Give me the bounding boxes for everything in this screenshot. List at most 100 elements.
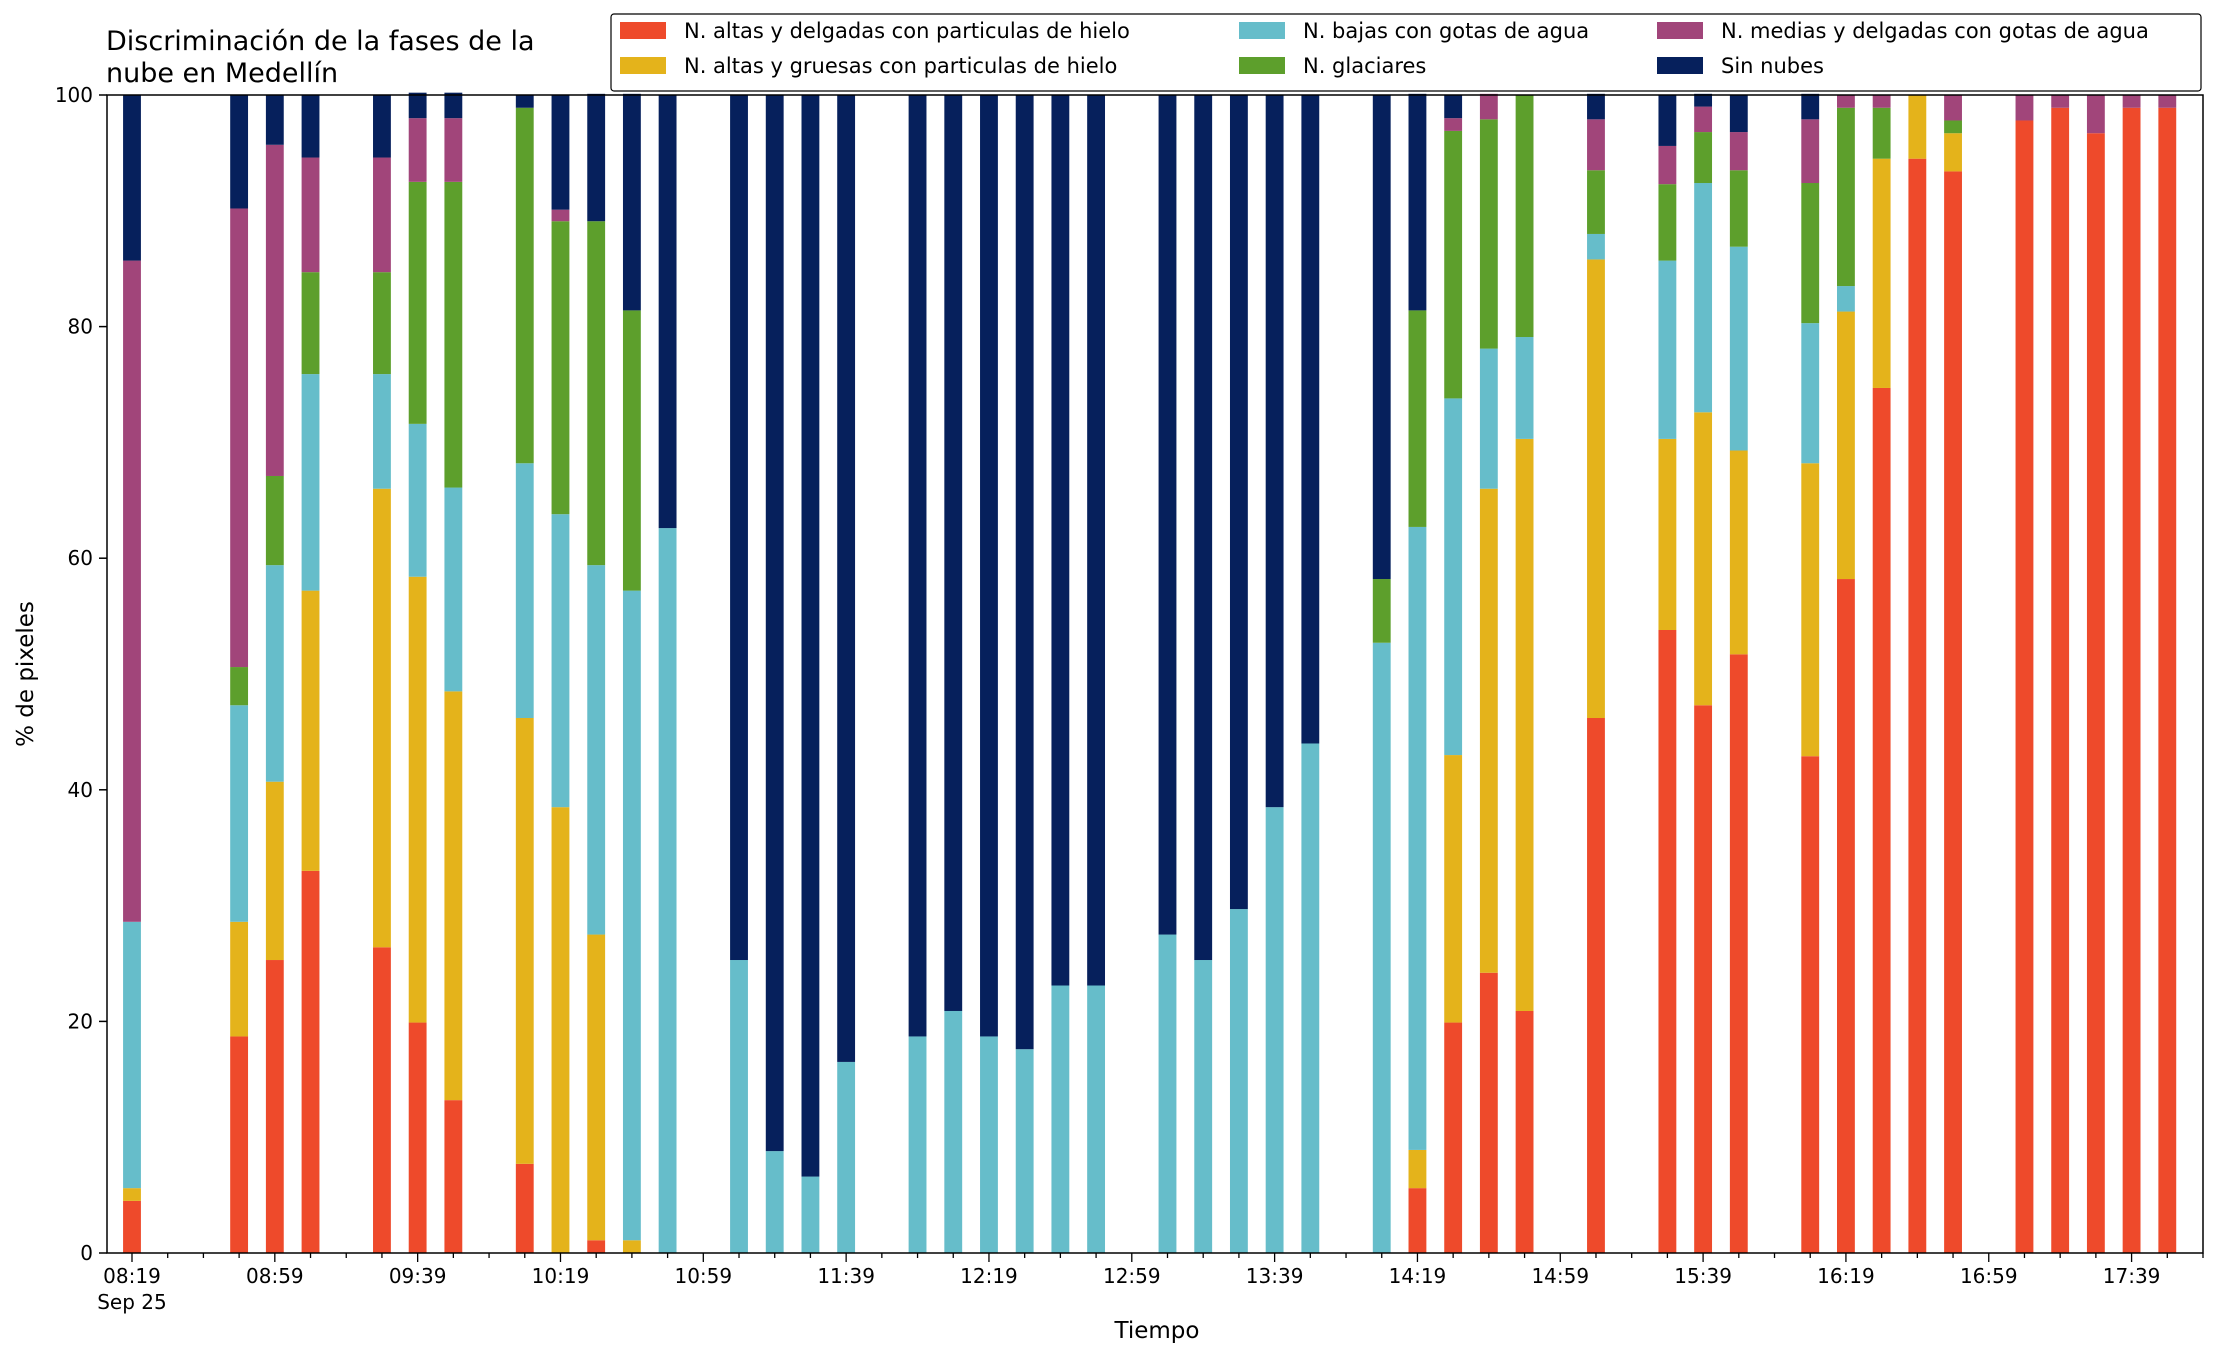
bar-sin-nubes-0949 xyxy=(444,92,463,119)
chart-title-line-2: nube en Medellín xyxy=(106,58,338,89)
bar-n-medias-y-delgadas-con-gotas-de-agua-0949 xyxy=(444,118,463,182)
bar-n-altas-y-delgadas-con-particulas-de-hielo-0939 xyxy=(408,1022,427,1253)
bar-n-altas-y-delgadas-con-particulas-de-hielo-0929 xyxy=(373,947,391,1253)
bar-n-medias-y-delgadas-con-gotas-de-agua-0929 xyxy=(373,157,391,273)
x-tick-label: 08:19 xyxy=(103,1264,161,1288)
y-tick-label: 60 xyxy=(68,546,93,570)
bar-n-medias-y-delgadas-con-gotas-de-agua-0939 xyxy=(408,118,427,182)
bar-sin-nubes-0909 xyxy=(301,95,320,158)
bar-sin-nubes-1419 xyxy=(1408,93,1427,311)
bar-sin-nubes-0819 xyxy=(123,95,141,261)
bar-n-bajas-con-gotas-de-agua-1509 xyxy=(1587,233,1605,260)
bar-sin-nubes-1039 xyxy=(622,93,641,311)
bar-n-medias-y-delgadas-con-gotas-de-agua-1609 xyxy=(1801,119,1820,184)
bar-n-glaciares-1609 xyxy=(1801,183,1820,324)
legend-label-sin-nubes: Sin nubes xyxy=(1721,54,1824,78)
bar-n-altas-y-delgadas-con-particulas-de-hielo-1729 xyxy=(2086,133,2105,1254)
bar-sin-nubes-0849 xyxy=(230,95,249,209)
bar-sin-nubes-0929 xyxy=(373,95,391,158)
y-tick-label: 80 xyxy=(68,315,93,339)
bar-n-glaciares-0859 xyxy=(265,475,284,566)
bar-n-bajas-con-gotas-de-agua-1009 xyxy=(515,463,534,718)
bar-n-altas-y-gruesas-con-particulas-de-hielo-1619 xyxy=(1837,311,1855,580)
bar-n-medias-y-delgadas-con-gotas-de-agua-1509 xyxy=(1587,119,1605,171)
bar-n-bajas-con-gotas-de-agua-1039 xyxy=(622,590,641,1241)
y-tick-label: 20 xyxy=(68,1009,93,1033)
x-tick-date-label: Sep 25 xyxy=(97,1290,167,1314)
bar-n-altas-y-delgadas-con-particulas-de-hielo-1419 xyxy=(1408,1188,1427,1253)
bar-n-bajas-con-gotas-de-agua-1539 xyxy=(1694,183,1713,413)
bar-n-bajas-con-gotas-de-agua-1309 xyxy=(1158,934,1177,1253)
bar-n-altas-y-gruesas-con-particulas-de-hielo-1539 xyxy=(1694,412,1713,706)
bar-n-altas-y-delgadas-con-particulas-de-hielo-1509 xyxy=(1587,718,1605,1253)
bar-n-bajas-con-gotas-de-agua-1129 xyxy=(801,1176,820,1253)
bar-sin-nubes-1349 xyxy=(1301,95,1320,744)
bar-n-medias-y-delgadas-con-gotas-de-agua-1749 xyxy=(2158,95,2177,108)
bar-n-bajas-con-gotas-de-agua-1019 xyxy=(551,514,570,808)
bar-sin-nubes-0859 xyxy=(265,95,284,145)
bar-n-bajas-con-gotas-de-agua-1549 xyxy=(1729,246,1748,451)
bar-n-bajas-con-gotas-de-agua-1229 xyxy=(1015,1049,1034,1253)
bar-n-altas-y-gruesas-con-particulas-de-hielo-1009 xyxy=(515,718,534,1164)
bar-n-altas-y-delgadas-con-particulas-de-hielo-1739 xyxy=(2122,107,2141,1254)
bar-n-medias-y-delgadas-con-gotas-de-agua-1729 xyxy=(2086,95,2105,134)
bar-n-glaciares-0949 xyxy=(444,181,463,488)
bar-n-bajas-con-gotas-de-agua-1349 xyxy=(1301,743,1320,1253)
bar-sin-nubes-1609 xyxy=(1801,93,1820,120)
legend-swatch-altas-gruesas xyxy=(620,57,666,74)
bar-sin-nubes-1549 xyxy=(1729,95,1748,133)
bar-sin-nubes-1229 xyxy=(1015,95,1034,1050)
bar-n-glaciares-1409 xyxy=(1372,579,1391,643)
x-axis: 08:19 08:59 09:39 10:19 10:59 11:39 12:19 12:59… xyxy=(103,1253,2204,1288)
x-tick-label: 16:59 xyxy=(1960,1264,2018,1288)
bar-n-altas-y-gruesas-con-particulas-de-hielo-1529 xyxy=(1658,438,1677,630)
bar-n-glaciares-1629 xyxy=(1872,107,1891,159)
bar-n-altas-y-gruesas-con-particulas-de-hielo-1449 xyxy=(1515,438,1534,1011)
bar-sin-nubes-1409 xyxy=(1372,95,1391,580)
bar-sin-nubes-1239 xyxy=(1051,95,1070,986)
bar-n-bajas-con-gotas-de-agua-1159 xyxy=(908,1036,927,1253)
legend-label-altas-gruesas: N. altas y gruesas con particulas de hie… xyxy=(684,54,1117,78)
bar-n-bajas-con-gotas-de-agua-1329 xyxy=(1229,909,1248,1253)
bar-n-glaciares-1029 xyxy=(587,221,606,566)
bar-sin-nubes-1249 xyxy=(1087,95,1106,986)
bar-sin-nubes-1019 xyxy=(551,95,570,210)
bar-n-glaciares-1449 xyxy=(1515,95,1534,338)
bar-sin-nubes-1529 xyxy=(1658,95,1677,146)
bar-n-bajas-con-gotas-de-agua-1319 xyxy=(1194,960,1213,1253)
legend-swatch-glaciares xyxy=(1239,57,1285,74)
bar-n-altas-y-delgadas-con-particulas-de-hielo-1619 xyxy=(1837,579,1855,1253)
bar-n-bajas-con-gotas-de-agua-1339 xyxy=(1265,807,1284,1253)
bar-n-medias-y-delgadas-con-gotas-de-agua-1439 xyxy=(1479,93,1498,120)
bar-n-altas-y-gruesas-con-particulas-de-hielo-0939 xyxy=(408,576,427,1023)
x-tick-label: 12:19 xyxy=(960,1264,1018,1288)
bar-n-bajas-con-gotas-de-agua-0909 xyxy=(301,374,320,591)
bar-n-bajas-con-gotas-de-agua-0859 xyxy=(265,565,284,782)
bar-sin-nubes-0939 xyxy=(408,92,427,119)
bar-n-bajas-con-gotas-de-agua-1219 xyxy=(980,1036,998,1253)
x-tick-label: 14:19 xyxy=(1389,1264,1447,1288)
bar-n-bajas-con-gotas-de-agua-1439 xyxy=(1479,348,1498,489)
bar-sin-nubes-1049 xyxy=(658,95,677,529)
bar-n-bajas-con-gotas-de-agua-0949 xyxy=(444,487,463,692)
bar-n-medias-y-delgadas-con-gotas-de-agua-1429 xyxy=(1444,118,1463,131)
bar-n-glaciares-0939 xyxy=(408,181,427,424)
bar-n-glaciares-1439 xyxy=(1479,119,1498,349)
legend-label-glaciares: N. glaciares xyxy=(1303,54,1426,78)
bar-n-bajas-con-gotas-de-agua-1239 xyxy=(1051,985,1070,1253)
bar-n-altas-y-delgadas-con-particulas-de-hielo-1639 xyxy=(1908,158,1927,1254)
bar-n-altas-y-delgadas-con-particulas-de-hielo-0819 xyxy=(123,1200,141,1253)
x-tick-label: 15:39 xyxy=(1674,1264,1732,1288)
x-tick-label: 08:59 xyxy=(246,1264,304,1288)
x-tick-label: 11:39 xyxy=(817,1264,875,1288)
bar-sin-nubes-1429 xyxy=(1444,95,1463,119)
bar-n-bajas-con-gotas-de-agua-1139 xyxy=(837,1061,856,1253)
bar-n-bajas-con-gotas-de-agua-1529 xyxy=(1658,260,1677,439)
bar-n-medias-y-delgadas-con-gotas-de-agua-1629 xyxy=(1872,95,1891,108)
y-tick-label: 40 xyxy=(68,778,93,802)
bar-n-altas-y-gruesas-con-particulas-de-hielo-0949 xyxy=(444,691,463,1101)
bar-n-medias-y-delgadas-con-gotas-de-agua-1549 xyxy=(1729,132,1748,171)
bar-n-bajas-con-gotas-de-agua-1429 xyxy=(1444,398,1463,756)
bar-n-glaciares-1619 xyxy=(1837,107,1855,287)
bar-n-altas-y-delgadas-con-particulas-de-hielo-1649 xyxy=(1944,171,1962,1254)
